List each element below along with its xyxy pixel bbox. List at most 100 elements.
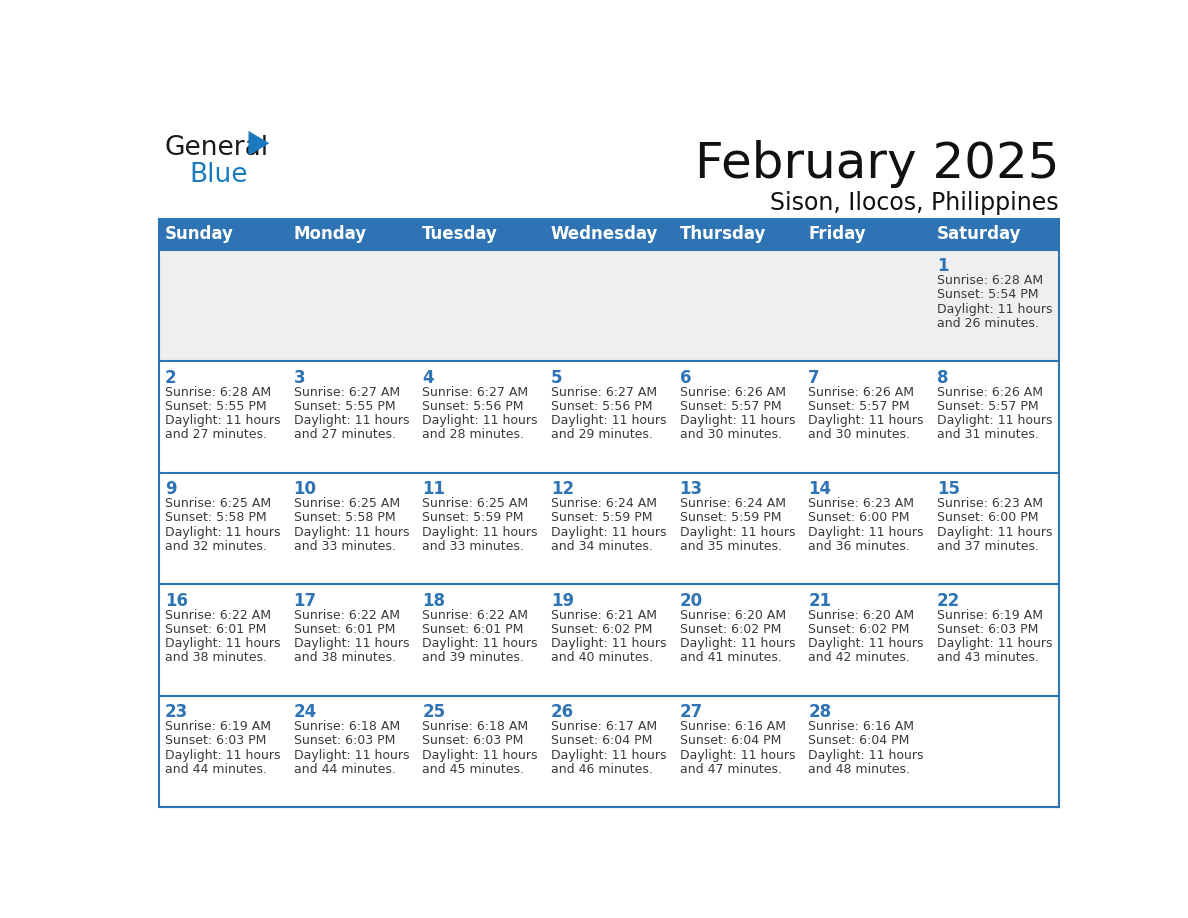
Text: Daylight: 11 hours: Daylight: 11 hours: [165, 637, 280, 650]
Text: Sunset: 6:03 PM: Sunset: 6:03 PM: [422, 734, 524, 747]
Text: 24: 24: [293, 703, 317, 722]
Text: and 42 minutes.: and 42 minutes.: [808, 652, 910, 665]
Text: Sunset: 5:58 PM: Sunset: 5:58 PM: [293, 511, 396, 524]
Polygon shape: [248, 131, 270, 155]
Text: Sunset: 6:03 PM: Sunset: 6:03 PM: [293, 734, 396, 747]
Text: and 39 minutes.: and 39 minutes.: [422, 652, 524, 665]
Text: Sunrise: 6:25 AM: Sunrise: 6:25 AM: [422, 498, 529, 510]
Text: and 45 minutes.: and 45 minutes.: [422, 763, 524, 776]
Text: Daylight: 11 hours: Daylight: 11 hours: [165, 526, 280, 539]
Text: Monday: Monday: [293, 225, 367, 243]
Text: Wednesday: Wednesday: [551, 225, 658, 243]
Text: and 31 minutes.: and 31 minutes.: [937, 429, 1038, 442]
Text: Sunrise: 6:27 AM: Sunrise: 6:27 AM: [422, 386, 529, 398]
Text: Daylight: 11 hours: Daylight: 11 hours: [680, 414, 795, 427]
Text: and 43 minutes.: and 43 minutes.: [937, 652, 1038, 665]
Text: Sunrise: 6:19 AM: Sunrise: 6:19 AM: [937, 609, 1043, 621]
Text: and 36 minutes.: and 36 minutes.: [808, 540, 910, 553]
Text: Daylight: 11 hours: Daylight: 11 hours: [422, 637, 538, 650]
Text: Sunset: 6:00 PM: Sunset: 6:00 PM: [937, 511, 1038, 524]
Text: and 30 minutes.: and 30 minutes.: [808, 429, 910, 442]
Text: and 48 minutes.: and 48 minutes.: [808, 763, 910, 776]
Text: Daylight: 11 hours: Daylight: 11 hours: [551, 637, 666, 650]
Text: Sunrise: 6:17 AM: Sunrise: 6:17 AM: [551, 720, 657, 733]
Text: Sunset: 5:57 PM: Sunset: 5:57 PM: [937, 400, 1038, 413]
Text: Sunrise: 6:16 AM: Sunrise: 6:16 AM: [808, 720, 915, 733]
Text: and 33 minutes.: and 33 minutes.: [422, 540, 524, 553]
Text: 4: 4: [422, 369, 434, 386]
Text: Sunset: 5:59 PM: Sunset: 5:59 PM: [551, 511, 652, 524]
Text: Daylight: 11 hours: Daylight: 11 hours: [680, 526, 795, 539]
Text: Sunrise: 6:23 AM: Sunrise: 6:23 AM: [808, 498, 915, 510]
Text: and 35 minutes.: and 35 minutes.: [680, 540, 782, 553]
Text: and 47 minutes.: and 47 minutes.: [680, 763, 782, 776]
Text: Sunset: 6:04 PM: Sunset: 6:04 PM: [551, 734, 652, 747]
Text: and 30 minutes.: and 30 minutes.: [680, 429, 782, 442]
Text: Daylight: 11 hours: Daylight: 11 hours: [551, 526, 666, 539]
Text: Sunset: 6:04 PM: Sunset: 6:04 PM: [808, 734, 910, 747]
Text: and 40 minutes.: and 40 minutes.: [551, 652, 653, 665]
Text: 23: 23: [165, 703, 188, 722]
Text: Sunrise: 6:18 AM: Sunrise: 6:18 AM: [422, 720, 529, 733]
Text: Daylight: 11 hours: Daylight: 11 hours: [165, 414, 280, 427]
Text: and 34 minutes.: and 34 minutes.: [551, 540, 653, 553]
Text: Sunset: 5:55 PM: Sunset: 5:55 PM: [293, 400, 396, 413]
Text: Friday: Friday: [808, 225, 866, 243]
Text: Daylight: 11 hours: Daylight: 11 hours: [808, 526, 924, 539]
Text: Sunrise: 6:20 AM: Sunrise: 6:20 AM: [680, 609, 785, 621]
Text: and 26 minutes.: and 26 minutes.: [937, 317, 1038, 330]
Text: 3: 3: [293, 369, 305, 386]
Text: Daylight: 11 hours: Daylight: 11 hours: [808, 414, 924, 427]
Text: and 38 minutes.: and 38 minutes.: [293, 652, 396, 665]
Text: Sunrise: 6:18 AM: Sunrise: 6:18 AM: [293, 720, 400, 733]
Text: Daylight: 11 hours: Daylight: 11 hours: [808, 749, 924, 762]
Text: Daylight: 11 hours: Daylight: 11 hours: [293, 749, 409, 762]
Text: Daylight: 11 hours: Daylight: 11 hours: [293, 526, 409, 539]
Text: Daylight: 11 hours: Daylight: 11 hours: [422, 526, 538, 539]
Text: Sunday: Sunday: [165, 225, 234, 243]
Text: Sunset: 5:56 PM: Sunset: 5:56 PM: [551, 400, 652, 413]
Text: 9: 9: [165, 480, 177, 498]
Text: 18: 18: [422, 592, 446, 610]
Text: 13: 13: [680, 480, 703, 498]
Text: Sunset: 6:04 PM: Sunset: 6:04 PM: [680, 734, 781, 747]
Bar: [158, 696, 1060, 807]
Text: Sunset: 6:01 PM: Sunset: 6:01 PM: [422, 623, 524, 636]
Text: Daylight: 11 hours: Daylight: 11 hours: [937, 526, 1053, 539]
Text: Sunrise: 6:25 AM: Sunrise: 6:25 AM: [165, 498, 271, 510]
Text: 17: 17: [293, 592, 317, 610]
Text: Daylight: 11 hours: Daylight: 11 hours: [937, 414, 1053, 427]
Text: and 27 minutes.: and 27 minutes.: [293, 429, 396, 442]
Text: Daylight: 11 hours: Daylight: 11 hours: [937, 637, 1053, 650]
Text: Daylight: 11 hours: Daylight: 11 hours: [422, 749, 538, 762]
Text: 5: 5: [551, 369, 562, 386]
Text: Sunrise: 6:26 AM: Sunrise: 6:26 AM: [808, 386, 915, 398]
Text: Sunset: 6:03 PM: Sunset: 6:03 PM: [165, 734, 266, 747]
Text: Sunrise: 6:22 AM: Sunrise: 6:22 AM: [422, 609, 529, 621]
Text: Sunset: 6:01 PM: Sunset: 6:01 PM: [293, 623, 396, 636]
Text: Daylight: 11 hours: Daylight: 11 hours: [680, 749, 795, 762]
Text: Sunrise: 6:27 AM: Sunrise: 6:27 AM: [551, 386, 657, 398]
Bar: [158, 250, 1060, 361]
Text: Sunset: 5:56 PM: Sunset: 5:56 PM: [422, 400, 524, 413]
Text: Sunrise: 6:19 AM: Sunrise: 6:19 AM: [165, 720, 271, 733]
Text: Sunrise: 6:26 AM: Sunrise: 6:26 AM: [680, 386, 785, 398]
Text: 8: 8: [937, 369, 948, 386]
Text: Daylight: 11 hours: Daylight: 11 hours: [293, 637, 409, 650]
Text: 21: 21: [808, 592, 832, 610]
Text: and 38 minutes.: and 38 minutes.: [165, 652, 267, 665]
Text: and 28 minutes.: and 28 minutes.: [422, 429, 524, 442]
Text: Sunset: 6:02 PM: Sunset: 6:02 PM: [808, 623, 910, 636]
Text: Daylight: 11 hours: Daylight: 11 hours: [808, 637, 924, 650]
Text: Sunrise: 6:28 AM: Sunrise: 6:28 AM: [937, 274, 1043, 287]
Text: 28: 28: [808, 703, 832, 722]
Text: 7: 7: [808, 369, 820, 386]
Text: Daylight: 11 hours: Daylight: 11 hours: [422, 414, 538, 427]
Text: Tuesday: Tuesday: [422, 225, 498, 243]
Text: 2: 2: [165, 369, 177, 386]
Text: Sunrise: 6:24 AM: Sunrise: 6:24 AM: [551, 498, 657, 510]
Text: Sunset: 5:57 PM: Sunset: 5:57 PM: [680, 400, 782, 413]
Text: Thursday: Thursday: [680, 225, 766, 243]
Text: 11: 11: [422, 480, 446, 498]
Bar: [158, 218, 1060, 250]
